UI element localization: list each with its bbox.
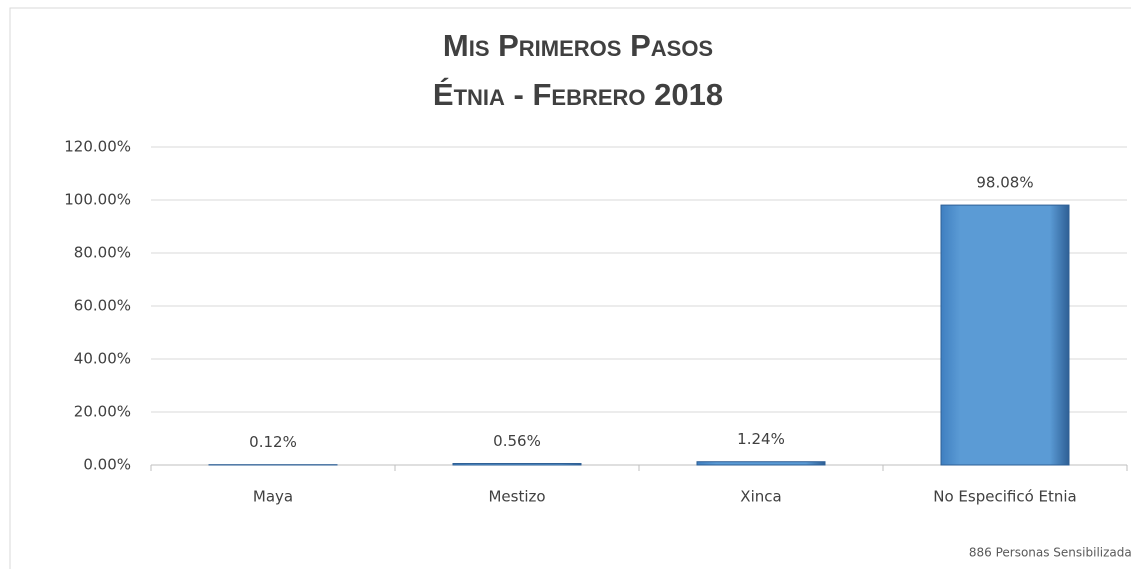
- value-label: 98.08%: [976, 174, 1033, 192]
- bar: [696, 461, 826, 466]
- x-tick-label: Mestizo: [488, 488, 545, 506]
- y-tick-label: 0.00%: [83, 456, 131, 474]
- value-label: 0.12%: [249, 433, 297, 451]
- chart-title: Mis Primeros Pasos: [443, 28, 713, 63]
- value-label: 0.56%: [493, 432, 541, 450]
- x-tick-label: Xinca: [740, 488, 781, 506]
- y-tick-label: 120.00%: [64, 138, 131, 156]
- x-tick-label: Maya: [253, 488, 293, 506]
- y-tick-label: 20.00%: [74, 403, 131, 421]
- y-tick-label: 40.00%: [74, 350, 131, 368]
- chart-subtitle: Étnia - Febrero 2018: [433, 77, 723, 112]
- value-label: 1.24%: [737, 430, 785, 448]
- bar: [940, 204, 1070, 466]
- annotation: 886 Personas Sensibilizadas: [969, 546, 1131, 560]
- y-tick-label: 60.00%: [74, 297, 131, 315]
- x-tick-label: No Especificó Etnia: [933, 488, 1077, 506]
- y-tick-label: 80.00%: [74, 244, 131, 262]
- bar: [452, 463, 582, 466]
- y-tick-label: 100.00%: [64, 191, 131, 209]
